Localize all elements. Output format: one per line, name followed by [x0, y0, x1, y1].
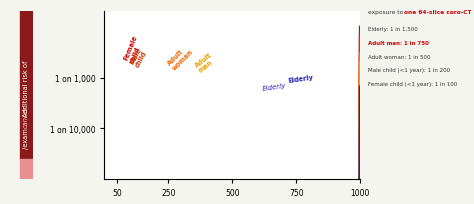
Bar [20, 12, 32, 160]
Text: /exam: /exam [23, 127, 29, 148]
Text: Adult woman: 1 in 500: Adult woman: 1 in 500 [368, 54, 430, 59]
Text: Elderly: Elderly [288, 74, 314, 84]
Text: cancer: cancer [23, 105, 29, 127]
Text: Elderly: 1 in 1,500: Elderly: 1 in 1,500 [368, 27, 418, 32]
Text: Female child (<1 year): 1 in 100: Female child (<1 year): 1 in 100 [368, 82, 457, 87]
Text: Adult man: 1 in 750: Adult man: 1 in 750 [368, 41, 429, 45]
Bar [20, 160, 32, 180]
Text: Adult
man: Adult man [193, 52, 217, 74]
Text: Male child (<1 year): 1 in 200: Male child (<1 year): 1 in 200 [368, 68, 450, 73]
Text: Female
child: Female child [123, 34, 145, 64]
Text: Male
child: Male child [128, 47, 148, 68]
Text: Adult
woman: Adult woman [167, 44, 195, 72]
Text: Additional risk of: Additional risk of [23, 58, 29, 117]
Text: exposure to: exposure to [368, 10, 405, 15]
Text: one 64-slice coro-CT: one 64-slice coro-CT [404, 10, 471, 15]
Text: Elderly: Elderly [262, 82, 287, 92]
